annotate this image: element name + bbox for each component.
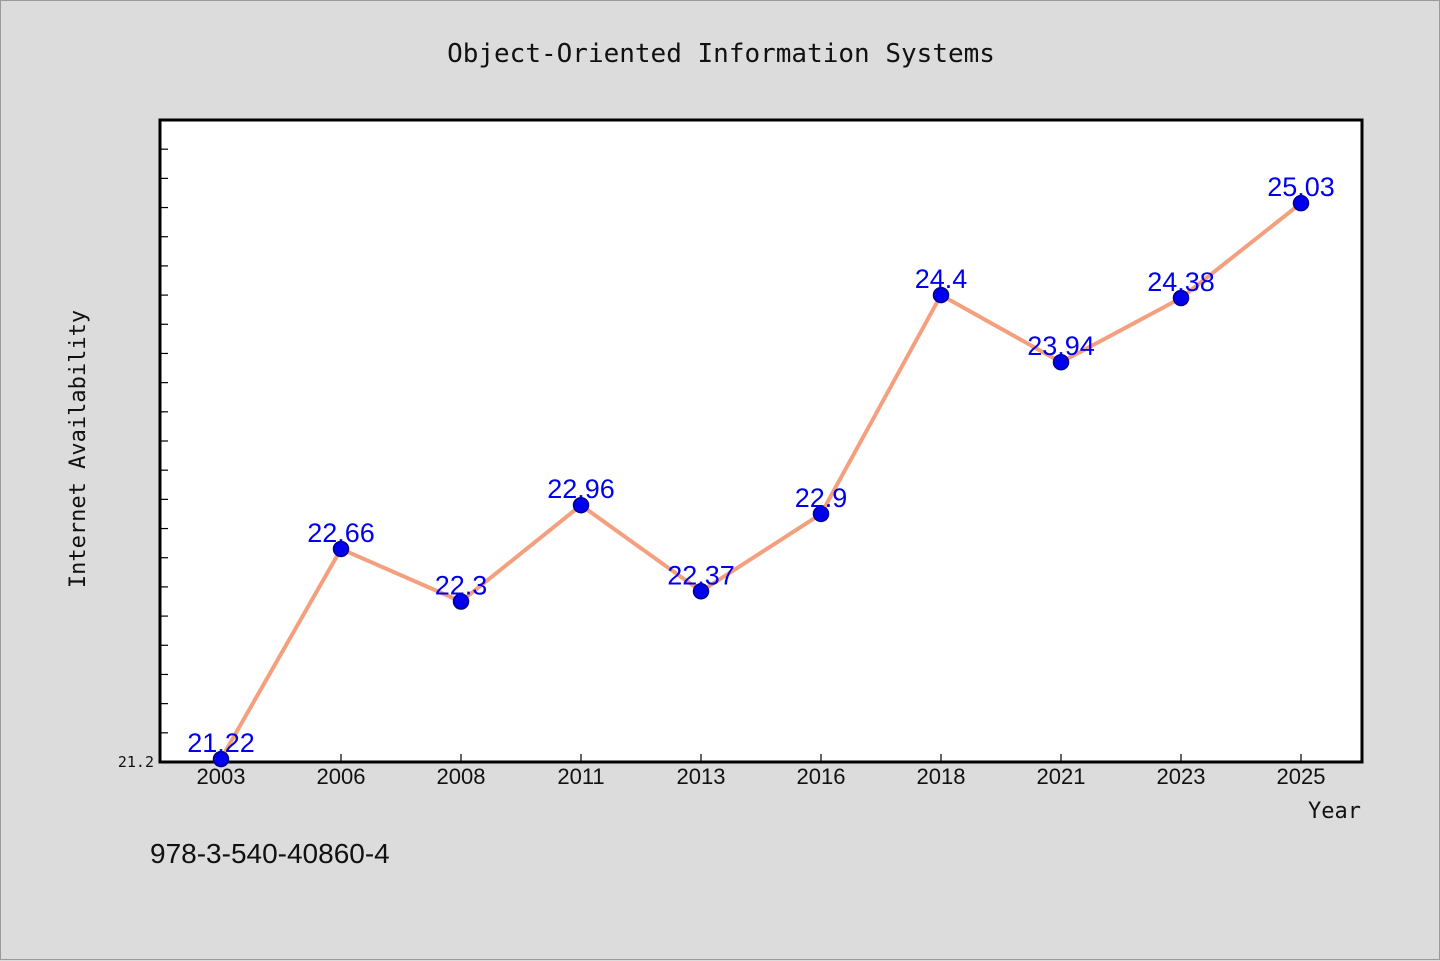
y-axis-ticks bbox=[160, 119, 168, 763]
data-point-2016 bbox=[812, 505, 830, 523]
data-point-2013 bbox=[692, 583, 710, 600]
series-line bbox=[219, 201, 1303, 761]
data-label-2016: 22.9 bbox=[795, 483, 848, 513]
y-axis-tick-labels: 21.2 bbox=[118, 753, 154, 771]
data-point-2003 bbox=[212, 750, 230, 768]
data-label-2011: 22.96 bbox=[547, 474, 615, 504]
x-tick-label-2025: 2025 bbox=[1277, 764, 1326, 789]
x-tick-label-2013: 2013 bbox=[677, 764, 726, 789]
x-tick-label-2018: 2018 bbox=[917, 764, 966, 789]
data-point-2018 bbox=[932, 286, 950, 304]
data-label-2013: 22.37 bbox=[667, 560, 735, 590]
x-tick-label-2016: 2016 bbox=[797, 764, 846, 789]
x-tick-label-2011: 2011 bbox=[557, 764, 604, 789]
x-tick-label-2008: 2008 bbox=[437, 764, 486, 789]
x-tick-label-2023: 2023 bbox=[1157, 764, 1206, 789]
chart-title: Object-Oriented Information Systems bbox=[447, 39, 995, 69]
data-label-2023: 24.38 bbox=[1147, 267, 1215, 297]
data-point-2025 bbox=[1292, 194, 1310, 212]
data-label-2021: 23.94 bbox=[1027, 331, 1095, 361]
isbn-annotation: 978-3-540-40860-4 bbox=[150, 838, 390, 869]
data-point-2021 bbox=[1052, 353, 1070, 371]
data-point-2011 bbox=[572, 496, 590, 514]
y-tick-label: 21.2 bbox=[118, 753, 154, 771]
data-label-2025: 25.03 bbox=[1267, 172, 1335, 202]
data-label-2003: 21.22 bbox=[187, 728, 255, 758]
data-point-2008 bbox=[452, 593, 470, 610]
x-tick-label-2003: 2003 bbox=[197, 764, 246, 789]
x-axis-label: Year bbox=[1308, 799, 1361, 824]
x-tick-label-2006: 2006 bbox=[317, 764, 366, 789]
data-label-2006: 22.66 bbox=[307, 518, 375, 548]
series-markers bbox=[212, 194, 1310, 768]
data-label-2018: 24.4 bbox=[915, 264, 968, 294]
data-point-2023 bbox=[1172, 289, 1190, 307]
y-axis-label: Internet Availability bbox=[66, 310, 91, 588]
plot-area bbox=[158, 118, 1364, 764]
data-point-2006 bbox=[332, 540, 350, 558]
x-axis-tick-labels: 2003 2006 2008 2011 2013 2016 2018 2021 2023 2025 bbox=[197, 764, 1326, 789]
data-labels: 21.22 22.66 22.3 22.96 22.37 22.9 24.4 23.94 24.… bbox=[187, 172, 1335, 758]
x-tick-label-2021: 2021 bbox=[1037, 764, 1086, 789]
data-label-2008: 22.3 bbox=[435, 571, 488, 601]
